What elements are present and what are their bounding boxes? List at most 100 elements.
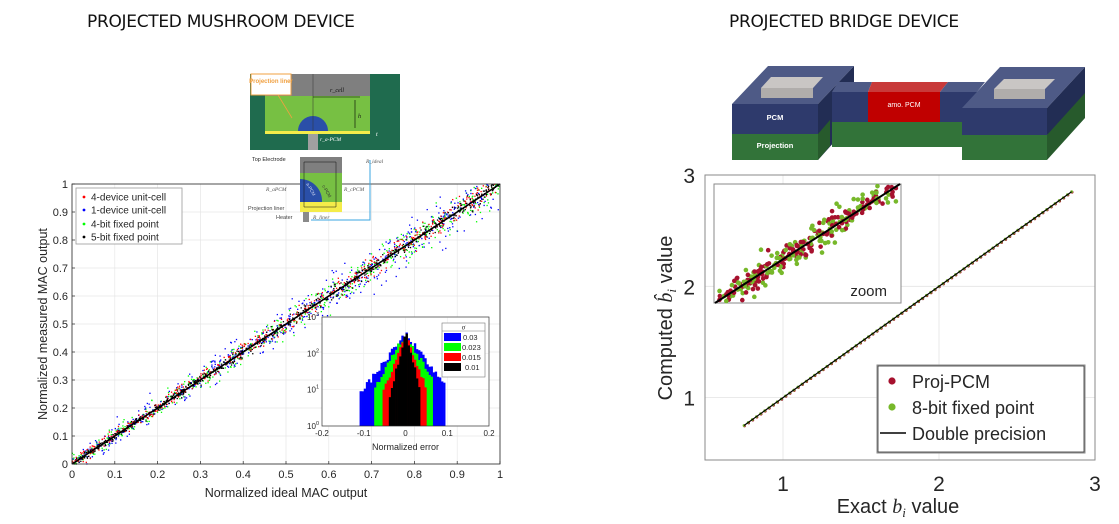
left-data-point	[221, 367, 223, 369]
left-data-point	[289, 330, 291, 332]
left-data-point	[214, 366, 216, 368]
left-data-point	[271, 338, 274, 340]
left-data-point	[183, 396, 185, 398]
left-data-point	[394, 255, 397, 258]
left-data-point	[332, 297, 334, 299]
left-data-point	[298, 313, 300, 315]
left-data-point	[120, 439, 122, 441]
left-data-point	[452, 217, 454, 220]
left-data-point	[97, 448, 99, 450]
left-data-point	[84, 451, 87, 453]
left-data-point	[368, 262, 370, 265]
left-data-point	[239, 350, 241, 352]
left-data-point	[73, 457, 75, 459]
left-data-point	[442, 212, 445, 214]
left-data-point	[233, 364, 236, 366]
left-data-point	[441, 226, 443, 228]
left-data-point	[145, 407, 147, 409]
left-data-point	[212, 376, 214, 378]
histogram-bar	[384, 383, 388, 426]
zoom-fixed-point-point	[874, 190, 879, 196]
left-data-point	[241, 350, 244, 352]
left-data-point	[361, 277, 363, 279]
legend-marker-4-device	[82, 195, 86, 199]
left-y-tick-label: 0.3	[53, 375, 68, 387]
left-data-point	[134, 420, 136, 422]
left-data-point	[365, 269, 367, 271]
left-data-point	[387, 255, 389, 257]
left-data-point	[219, 373, 221, 375]
left-data-point	[419, 234, 422, 236]
left-data-point	[452, 212, 454, 214]
left-data-point	[393, 251, 396, 253]
left-data-point	[108, 431, 111, 433]
left-data-point	[156, 406, 159, 408]
r-liner-label: R_liner	[312, 215, 330, 221]
left-data-point	[390, 252, 392, 254]
left-data-point	[144, 408, 146, 410]
left-data-point	[382, 254, 384, 256]
left-data-point	[467, 194, 469, 196]
histogram-bar	[432, 372, 436, 426]
left-data-point	[123, 418, 125, 421]
left-data-point	[192, 378, 195, 381]
left-data-point	[356, 278, 359, 280]
left-data-point	[293, 331, 295, 334]
left-data-point	[490, 206, 492, 208]
left-data-point	[185, 397, 188, 399]
left-data-point	[301, 316, 304, 318]
zoom-fixed-point-point	[783, 247, 789, 253]
zoom-proj-pcm-point	[801, 239, 806, 245]
left-data-point	[387, 258, 389, 261]
left-data-point	[206, 371, 209, 374]
left-data-point	[454, 207, 456, 209]
left-data-point	[205, 382, 207, 384]
left-data-point	[467, 213, 469, 215]
left-data-point	[126, 426, 128, 428]
left-data-point	[276, 330, 278, 332]
left-data-point	[280, 318, 283, 320]
left-data-point	[426, 231, 429, 234]
left-data-point	[88, 451, 90, 453]
left-data-point	[411, 238, 414, 241]
left-data-point	[78, 455, 80, 457]
left-data-point	[117, 429, 119, 432]
left-data-point	[361, 264, 364, 266]
left-data-point	[473, 205, 475, 207]
legend-label-4-device: 4-device unit-cell	[91, 193, 166, 204]
left-data-point	[279, 330, 281, 332]
left-data-point	[123, 430, 125, 433]
left-data-point	[456, 230, 459, 232]
left-data-point	[343, 282, 346, 284]
left-data-point	[87, 455, 90, 458]
left-data-point	[435, 222, 437, 225]
left-data-point	[230, 341, 232, 344]
zoom-proj-pcm-point	[865, 197, 870, 203]
left-data-point	[462, 198, 464, 200]
left-data-point	[463, 210, 465, 212]
histogram-bar	[392, 381, 396, 426]
liner-strip	[265, 131, 370, 134]
legend-label-8-bit: 8-bit fixed point	[912, 398, 1034, 418]
left-data-point	[217, 370, 219, 373]
zoom-fixed-point-point	[736, 281, 742, 286]
left-data-point	[453, 208, 455, 210]
left-x-tick-label: 0.1	[107, 469, 122, 481]
left-y-tick-label: 0.4	[53, 347, 68, 359]
left-data-point	[450, 221, 453, 223]
left-data-point	[476, 185, 478, 188]
left-data-point	[469, 198, 471, 200]
left-data-point	[307, 311, 309, 313]
left-data-point	[364, 276, 366, 279]
left-data-point	[317, 297, 319, 300]
left-data-point	[282, 341, 284, 343]
left-data-point	[391, 264, 393, 267]
left-data-point	[148, 411, 150, 414]
left-data-point	[219, 355, 221, 357]
left-data-point	[201, 379, 204, 382]
left-data-point	[178, 388, 180, 390]
left-data-point	[111, 442, 113, 445]
left-data-point	[421, 243, 423, 246]
left-data-point	[425, 226, 427, 228]
left-data-point	[135, 420, 137, 422]
